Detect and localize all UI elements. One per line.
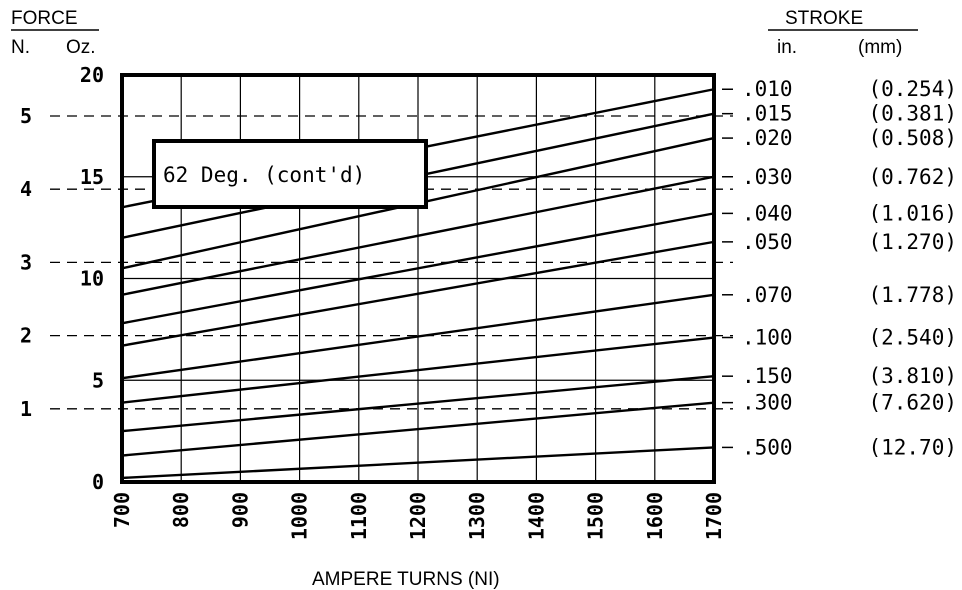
ounce-tick-label: 10 <box>80 267 104 291</box>
x-tick-label: 1200 <box>406 492 430 540</box>
newton-column-label: N. <box>11 37 30 58</box>
stroke-mm-label: (2.540) <box>868 326 957 350</box>
stroke-labels: .010 (0.254) .015 (0.381) .020 (0.508) .030 (0.… <box>722 77 957 459</box>
stroke-mm-label: (3.810) <box>868 364 957 388</box>
series-line <box>121 374 715 433</box>
plot-frame <box>120 73 716 484</box>
stroke-inch-label: .150 <box>742 364 793 388</box>
series-line <box>121 240 715 347</box>
x-tick-label: 900 <box>228 492 252 528</box>
stroke-inch-label: .030 <box>742 165 793 189</box>
left-tick-labels: 5 4 3 2 1 20 15 10 5 0 <box>20 63 104 494</box>
stroke-mm-label: (0.508) <box>868 126 957 150</box>
stroke-mm-label: (0.254) <box>868 77 957 101</box>
ounce-tick-label: 15 <box>80 165 104 189</box>
stroke-mm-label: (0.381) <box>868 102 957 126</box>
newton-tick-label: 1 <box>20 397 32 421</box>
series-line <box>121 336 715 404</box>
stroke-inch-label: .100 <box>742 326 793 350</box>
stroke-inch-label: .500 <box>742 435 793 459</box>
stroke-mm-label: (1.270) <box>868 230 957 254</box>
stroke-inch-label: .020 <box>742 126 793 150</box>
newton-tick-label: 3 <box>20 250 32 274</box>
series-lines <box>121 88 715 480</box>
stroke-mm-label: (7.620) <box>868 391 957 415</box>
ounce-tick-label: 20 <box>80 63 104 87</box>
series-line <box>121 212 715 325</box>
newton-tick-label: 2 <box>20 324 32 348</box>
x-tick-label: 1600 <box>643 492 667 540</box>
force-header: FORCE <box>11 8 78 29</box>
stroke-mm-label: (0.762) <box>868 165 957 189</box>
newton-tick-label: 4 <box>20 177 32 201</box>
x-tick-label: 1400 <box>524 492 548 540</box>
ounce-tick-label: 5 <box>92 368 104 392</box>
x-tick-label: 1700 <box>702 492 726 540</box>
series-line <box>121 446 715 480</box>
stroke-inch-label: .300 <box>742 391 793 415</box>
x-axis-label: AMPERE TURNS (NI) <box>312 569 500 590</box>
ounce-column-label: Oz. <box>66 37 96 58</box>
stroke-inch-label: .015 <box>742 102 793 126</box>
x-tick-label: 1300 <box>465 492 489 540</box>
series-line <box>121 293 715 380</box>
stroke-inch-label: .070 <box>742 283 793 307</box>
stroke-inch-label: .010 <box>742 77 793 101</box>
stroke-inch-label: .040 <box>742 201 793 225</box>
x-tick-label: 700 <box>110 492 134 528</box>
stroke-mm-label: (1.016) <box>868 201 957 225</box>
x-tick-label: 800 <box>169 492 193 528</box>
ounce-tick-label: 0 <box>92 470 104 494</box>
x-tick-labels: 700 800 900 1000 1100 1200 1300 1400 1500 1600 170… <box>110 492 726 540</box>
title-box <box>152 139 428 209</box>
stroke-mm-label: (12.70) <box>868 435 957 459</box>
x-tick-label: 1500 <box>584 492 608 540</box>
inch-column-label: in. <box>777 37 797 58</box>
series-line <box>121 175 715 296</box>
x-tick-label: 1000 <box>288 492 312 540</box>
mm-column-label: (mm) <box>858 37 902 58</box>
chart-title: 62 Deg. (cont'd) <box>163 163 365 187</box>
stroke-header: STROKE <box>785 8 863 29</box>
x-tick-label: 1100 <box>347 492 371 540</box>
stroke-mm-label: (1.778) <box>868 283 957 307</box>
stroke-inch-label: .050 <box>742 230 793 254</box>
series-line <box>121 401 715 457</box>
newton-tick-label: 5 <box>20 104 32 128</box>
